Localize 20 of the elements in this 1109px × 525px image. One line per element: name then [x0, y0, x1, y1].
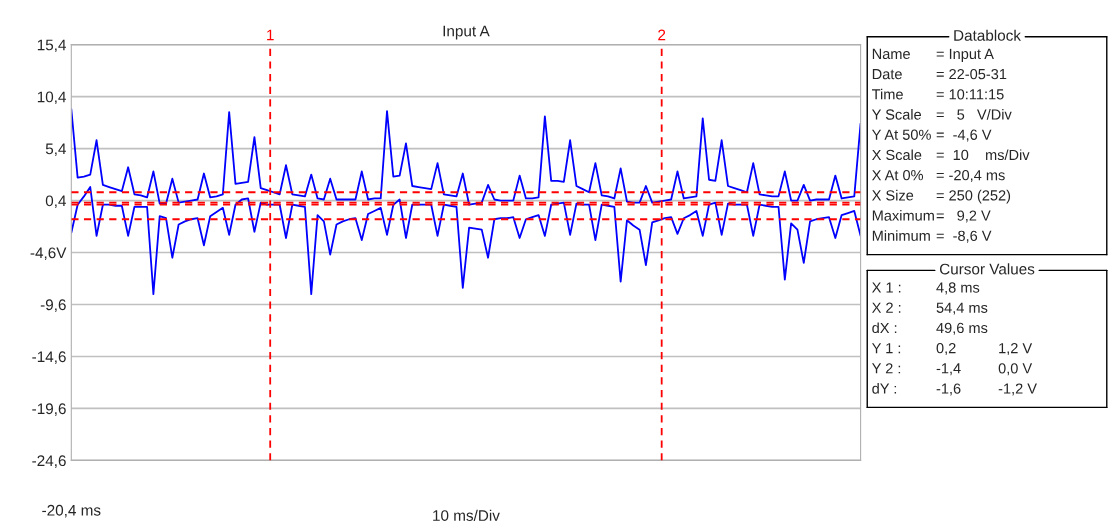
- text: 2: [658, 29, 666, 41]
- text: Name = Input A Date = 22-05-31 Time = 10:11:15 Y Scale = 5 V/Div Y At 50% = -4,6 V X Scale = 10 ms/Div X At 0% = -20,4 ms X Size = 250 (252) Maximum = 9,2 V Minimum = -8,6 V: [872, 48, 1030, 243]
- chart-title: Input A: [443, 25, 490, 40]
- text: -20,4 ms: [42, 504, 101, 518]
- y-tick-label: -24,6: [32, 455, 66, 468]
- y-tick-label: 0,4: [45, 195, 66, 209]
- text: X 1 : 4,8 ms X 2 : 54,4 ms dX : 49,6 ms Y 1 : 0,2 1,2 V Y 2 : -1,4 0,0 V dY : -1,6 -1,2 V: [872, 282, 1037, 396]
- x-axis-title: 10 ms/Div: [433, 509, 500, 521]
- y-tick-label: -19,6: [32, 403, 66, 416]
- y-tick-label: 15,4: [37, 39, 66, 53]
- line-series: [71, 186, 861, 296]
- text: Datablock: [954, 29, 1021, 41]
- y-tick-label: -9,6: [40, 299, 66, 312]
- y-tick-label: 5,4: [45, 143, 66, 157]
- y-tick-label: 10,4: [37, 91, 66, 105]
- line-series: [71, 108, 861, 206]
- y-tick-label: -4,6V: [30, 247, 67, 261]
- text: Cursor Values: [939, 263, 1035, 275]
- y-tick-label: -14,6: [32, 351, 66, 364]
- text: 1: [267, 29, 274, 41]
